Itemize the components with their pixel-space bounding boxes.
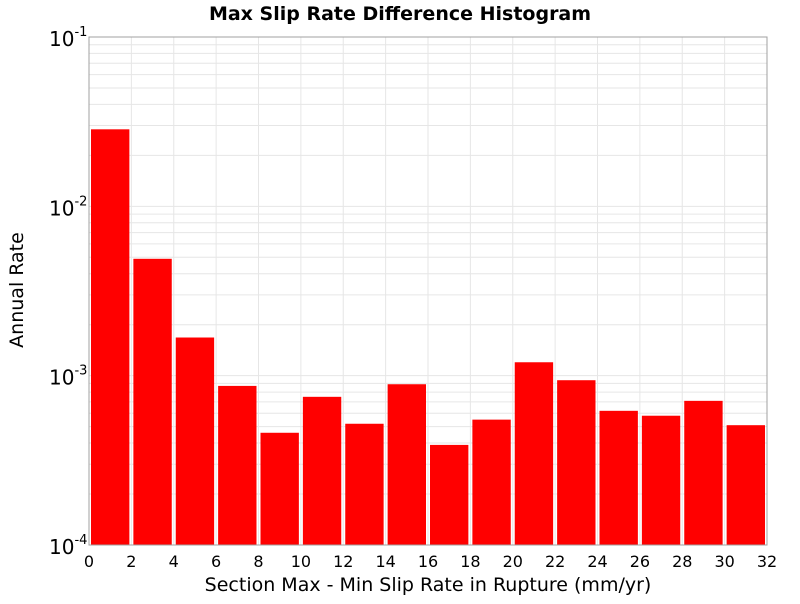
chart-title: Max Slip Rate Difference Histogram bbox=[209, 3, 591, 25]
x-tick-label: 28 bbox=[672, 552, 692, 571]
x-tick-label: 10 bbox=[291, 552, 311, 571]
y-axis-label: Annual Rate bbox=[6, 232, 28, 348]
x-tick-label: 4 bbox=[169, 552, 179, 571]
histogram-bar bbox=[684, 400, 723, 545]
plot-frame bbox=[88, 36, 768, 546]
x-tick-label: 16 bbox=[418, 552, 438, 571]
y-tick-label: 10-2 bbox=[49, 194, 87, 220]
histogram-bar bbox=[345, 423, 384, 545]
x-tick-label: 22 bbox=[545, 552, 565, 571]
x-tick-label: 20 bbox=[503, 552, 523, 571]
x-tick-label: 18 bbox=[460, 552, 480, 571]
x-tick-label: 2 bbox=[126, 552, 136, 571]
x-tick-label: 32 bbox=[757, 552, 777, 571]
x-tick-labels: 0 2 4 6 8 10 12 14 16 18 20 22 24 26 28 30 32 bbox=[84, 552, 777, 571]
x-tick-label: 8 bbox=[253, 552, 263, 571]
y-tick-label: 10-4 bbox=[49, 533, 87, 559]
x-tick-label: 24 bbox=[587, 552, 607, 571]
x-tick-label: 30 bbox=[714, 552, 734, 571]
x-tick-label: 0 bbox=[84, 552, 94, 571]
histogram-bar bbox=[641, 415, 681, 545]
histogram-bar bbox=[175, 337, 215, 545]
histogram-bar bbox=[557, 380, 596, 545]
bar-group bbox=[91, 129, 765, 546]
histogram-bar bbox=[472, 419, 511, 545]
histogram-bar bbox=[218, 385, 257, 545]
x-tick-label: 26 bbox=[630, 552, 650, 571]
histogram-bar bbox=[514, 362, 554, 545]
x-tick-label: 12 bbox=[333, 552, 353, 571]
x-tick-label: 6 bbox=[211, 552, 221, 571]
histogram-bar bbox=[260, 432, 299, 545]
histogram-bar bbox=[91, 129, 130, 546]
histogram-bar bbox=[133, 258, 172, 545]
y-tick-label: 10-3 bbox=[49, 364, 87, 390]
y-tick-label: 10-1 bbox=[49, 25, 87, 51]
histogram-bar bbox=[599, 410, 638, 545]
y-tick-labels: 10-1 10-2 10-3 10-4 bbox=[49, 25, 87, 559]
histogram-bar bbox=[726, 425, 765, 545]
histogram-bar bbox=[387, 384, 426, 545]
x-tick-label: 14 bbox=[375, 552, 395, 571]
x-axis-label: Section Max - Min Slip Rate in Rupture (… bbox=[205, 574, 652, 596]
histogram-bar bbox=[302, 396, 342, 545]
histogram-bar bbox=[430, 444, 469, 545]
